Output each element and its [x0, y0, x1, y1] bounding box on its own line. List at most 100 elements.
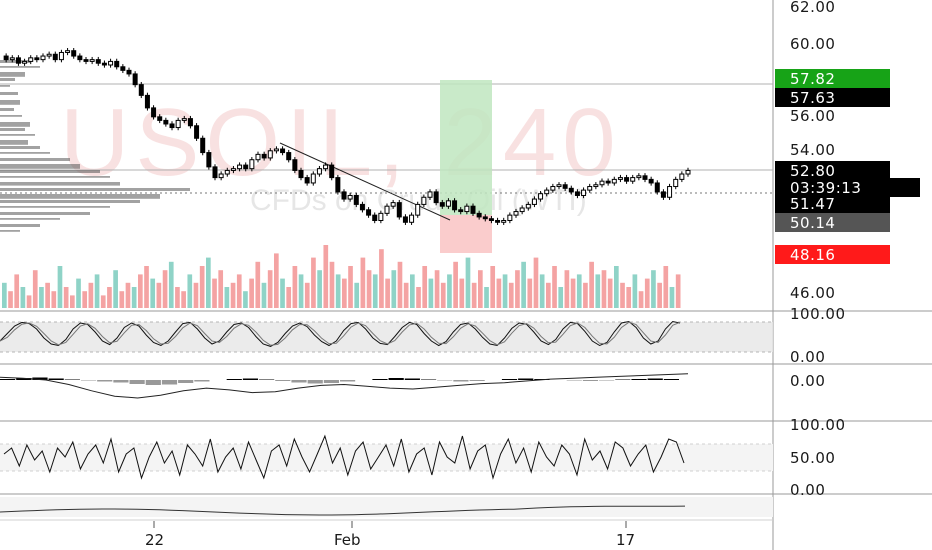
trendline [279, 142, 451, 221]
volume-bar [261, 282, 267, 308]
macd-hist-bar [16, 378, 32, 380]
volume-bar [595, 274, 601, 308]
badge-low [775, 213, 890, 232]
volume-bar [329, 261, 335, 308]
candle-body [329, 164, 335, 179]
volume-bar [663, 266, 669, 308]
volume-bar [576, 274, 582, 308]
stoch-tick-100: 100.00 [790, 305, 846, 323]
candle-body [163, 119, 169, 125]
macd-hist-bar [599, 380, 615, 381]
profile-bar [0, 218, 60, 220]
volume-bar [614, 266, 619, 308]
volume-bar [113, 270, 118, 308]
volume-bar [199, 266, 205, 308]
candle-body [341, 191, 347, 200]
macd-hist-bar [0, 379, 16, 380]
volume-bar [304, 282, 310, 308]
candle-body [531, 198, 537, 205]
macd-hist-bar [501, 379, 518, 380]
volume-bar [428, 278, 434, 308]
volume-bar [484, 287, 489, 308]
candle-body [396, 202, 402, 218]
macd-hist-bar [259, 379, 275, 380]
volume-bar [546, 282, 551, 308]
badge-low-label: 50.14 [790, 214, 835, 232]
candle-body [52, 53, 58, 61]
macd-hist-bar [615, 379, 631, 380]
price-tick-54: 54.00 [790, 141, 835, 159]
volume-profile [0, 60, 190, 232]
candle-body [120, 66, 126, 71]
badge-entry-label: 51.47 [790, 195, 835, 213]
macd-hist-bar [663, 379, 679, 380]
profile-bar [0, 176, 110, 178]
macd-hist-bar [80, 380, 97, 381]
candle-body [452, 200, 458, 211]
macd-hist-bar [340, 380, 356, 382]
xtick-17: 17 [616, 531, 635, 549]
candle-body [280, 148, 286, 154]
candle-body [378, 212, 384, 222]
volume-bar [391, 270, 397, 308]
candle-body [372, 214, 378, 221]
volume-bar [422, 266, 428, 308]
candle-body [126, 69, 132, 75]
volume-bar [570, 278, 576, 308]
volume-bar [465, 257, 471, 308]
volume-bar [583, 282, 588, 308]
candle-body [200, 137, 206, 154]
volume-bar [447, 274, 452, 308]
volume-bar [100, 295, 106, 308]
macd-hist-bar [437, 380, 453, 381]
stoch-d-line [0, 321, 681, 346]
candle-body [218, 173, 224, 179]
candle-body [513, 211, 519, 216]
macd-hist-bar [469, 380, 485, 381]
candle-body [574, 191, 580, 196]
badge-last-price [775, 161, 890, 180]
volume-bar [298, 274, 304, 308]
candle-body [488, 218, 494, 221]
volume-bar [360, 257, 366, 308]
profile-bar [0, 85, 10, 87]
candle-body [679, 173, 685, 180]
candle-body [562, 184, 568, 189]
volume-bar [317, 270, 322, 308]
volume-bar [620, 282, 625, 308]
candle-body [157, 116, 163, 121]
candle-body [286, 152, 292, 161]
candle-body [501, 220, 507, 223]
candle-body [323, 164, 329, 170]
volume-bar [459, 278, 465, 308]
macd-hist-bar [194, 380, 210, 382]
macd-hist-bar [48, 378, 64, 380]
volume-bar [63, 287, 69, 308]
volume-bar [675, 274, 681, 308]
volume-bar [286, 287, 292, 308]
badge-entry [775, 194, 890, 213]
candle-body [261, 153, 267, 159]
candle-body [642, 175, 648, 180]
volume-bar [416, 287, 421, 308]
candle-body [144, 94, 150, 109]
macd-hist-bar [97, 380, 113, 382]
candle-body [187, 118, 193, 127]
macd-hist-bar [145, 380, 161, 385]
volume-bar [527, 278, 533, 308]
macd-hist-bar [372, 379, 388, 380]
macd-hist-bar [647, 378, 663, 380]
candle-body [95, 59, 101, 64]
volume-bar [589, 261, 594, 308]
macd-hist-bar [518, 378, 534, 380]
volume-bar [626, 287, 632, 308]
volume-bar [2, 282, 7, 308]
candle-body [599, 180, 605, 186]
candle-body [273, 148, 279, 152]
macd-hist-bar [307, 380, 323, 384]
candle-body [34, 57, 40, 61]
volume-bar [168, 261, 174, 308]
badge-last-price-label: 52.80 [790, 162, 835, 180]
